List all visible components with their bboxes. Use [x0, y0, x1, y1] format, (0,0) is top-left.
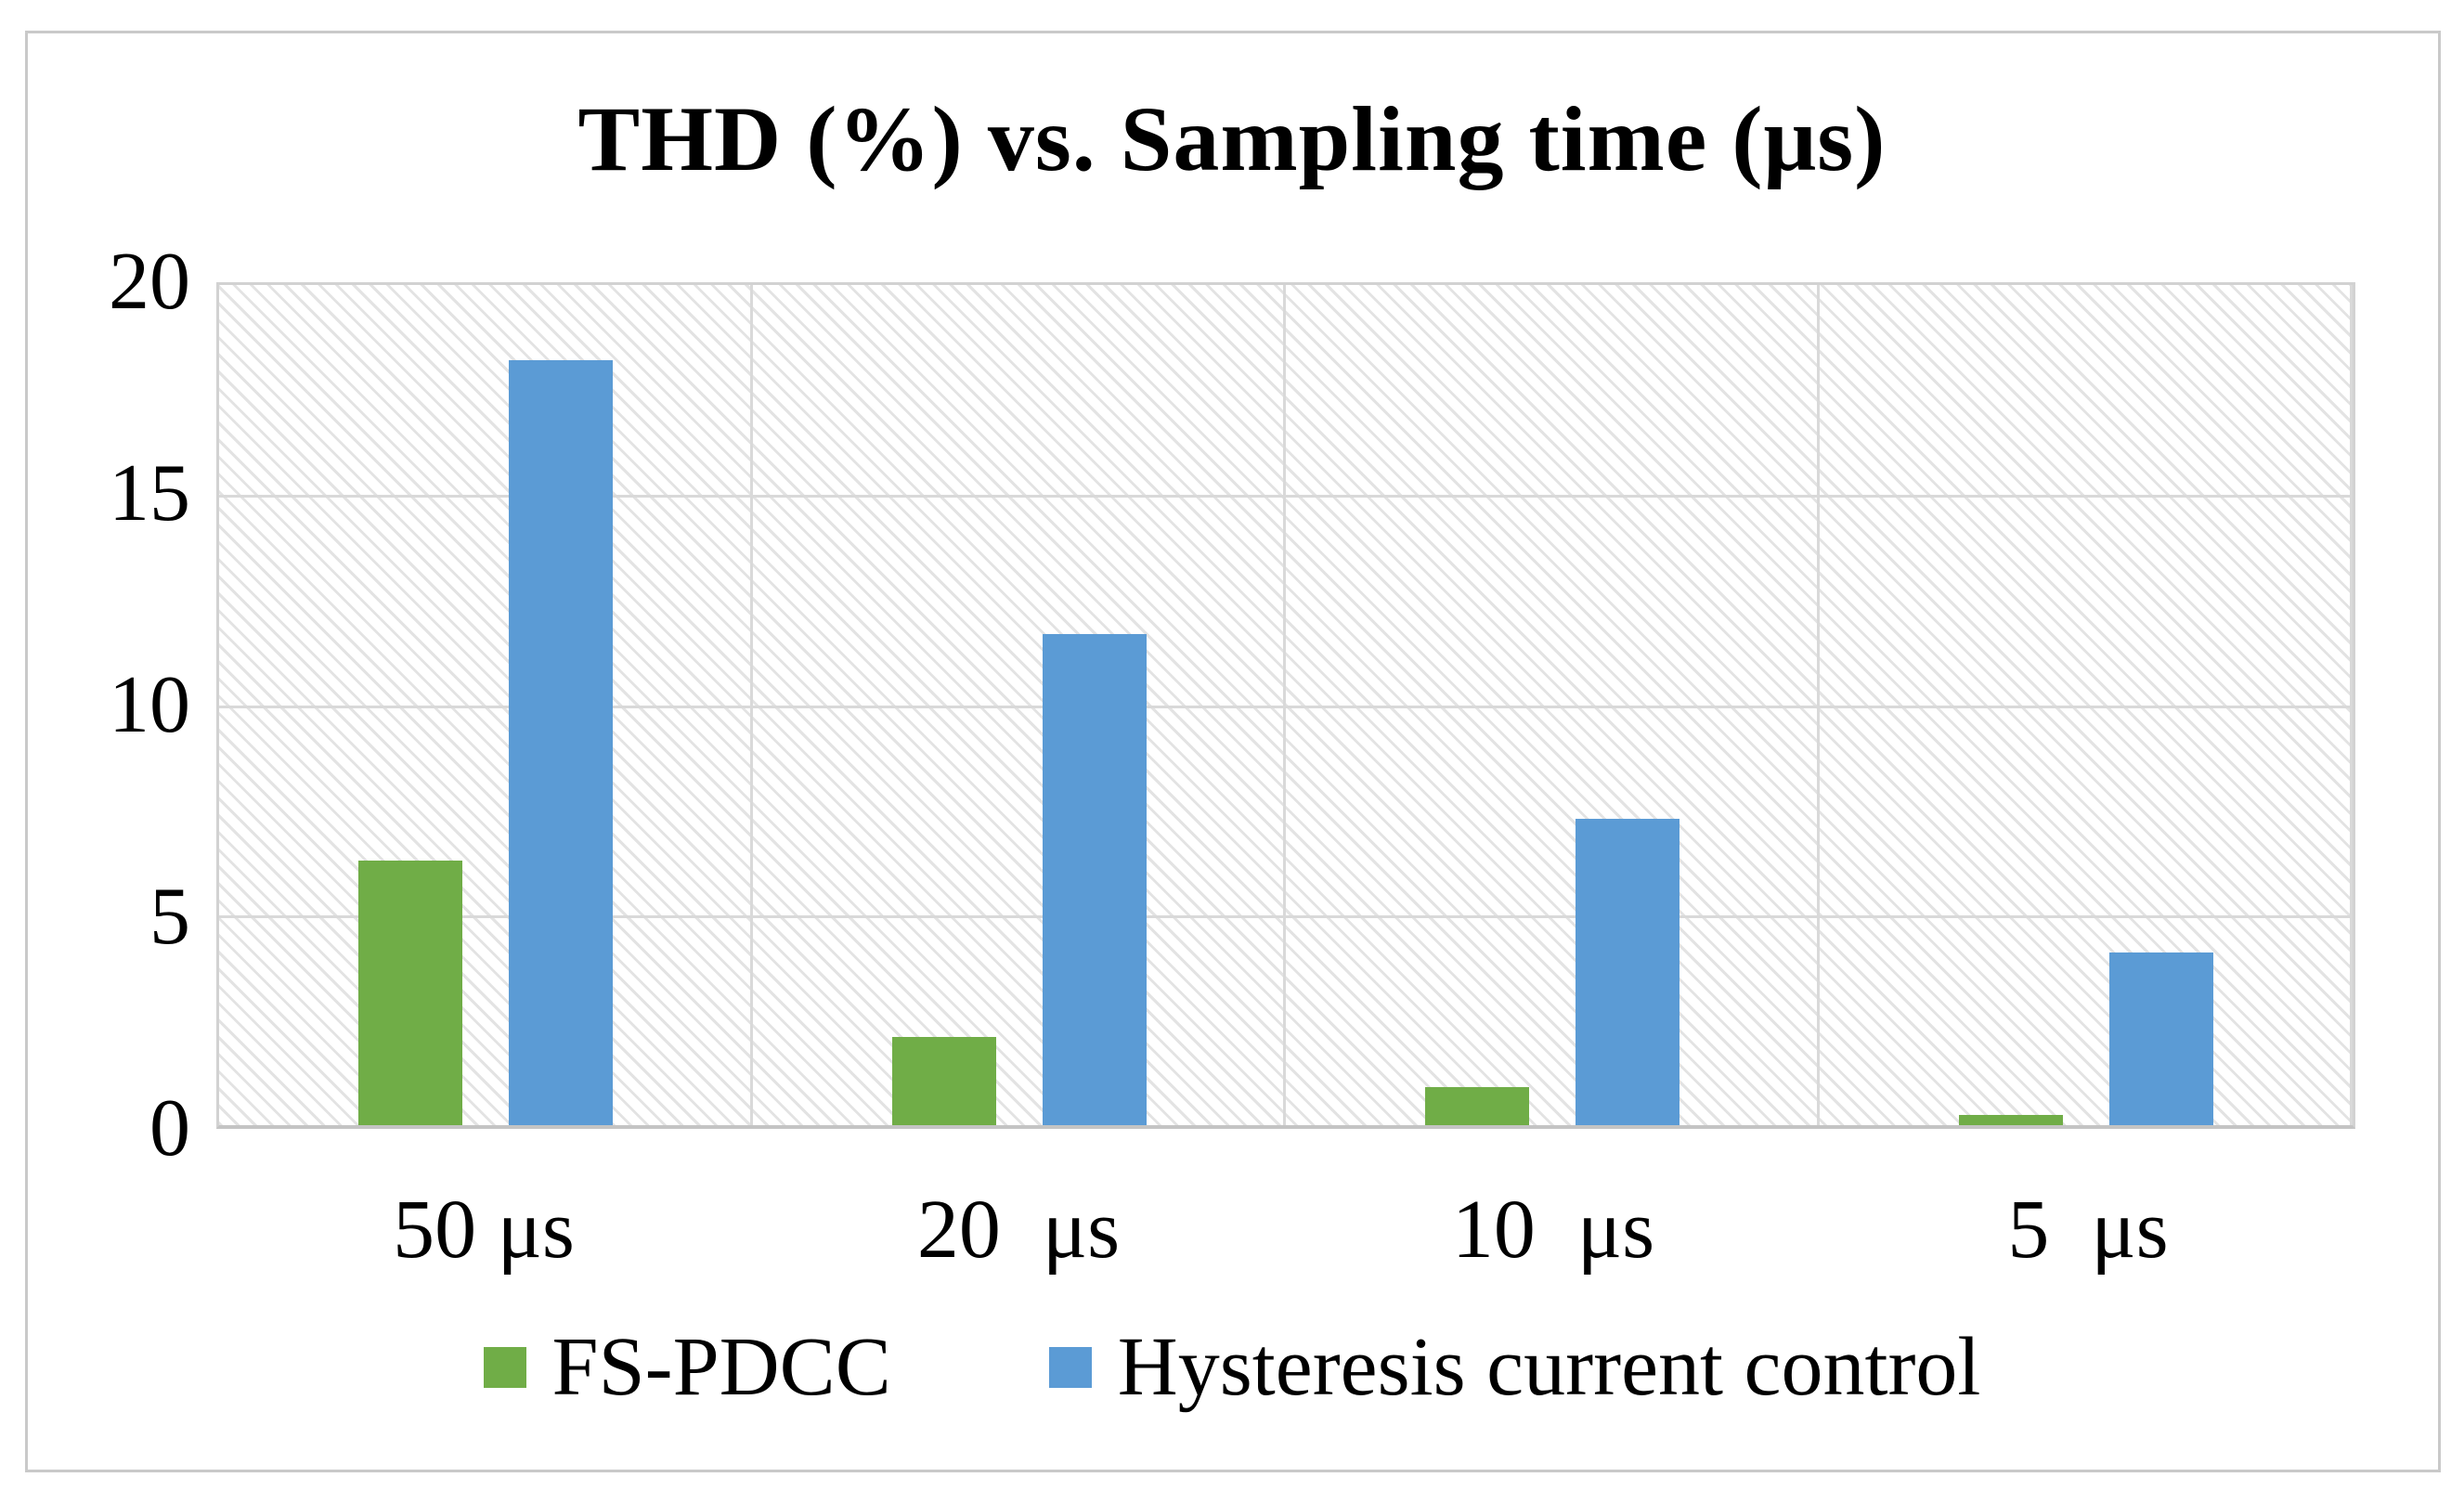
x-tick-label: 20 μs: [916, 1184, 1121, 1276]
bar-fs-pdcc: [1958, 1114, 2063, 1125]
y-tick-label: 15: [109, 448, 190, 538]
y-tick-label: 10: [109, 660, 190, 750]
v-gridline: [1816, 285, 1820, 1125]
category-group: [753, 285, 1287, 1125]
x-axis: 50 μs 20 μs 10 μs 5 μs: [216, 1172, 2355, 1292]
x-tick-label: 10 μs: [1451, 1184, 1655, 1276]
y-tick-label: 20: [109, 237, 190, 327]
bar-hysteresis-current-control: [2108, 952, 2213, 1125]
h-gridline: [219, 495, 2353, 499]
v-gridline: [1283, 285, 1286, 1125]
legend-label: Hysteresis current control: [1117, 1321, 1981, 1413]
bar-hysteresis-current-control: [509, 360, 614, 1125]
v-gridline: [749, 285, 753, 1125]
bar-fs-pdcc: [358, 860, 463, 1125]
bar-fs-pdcc: [891, 1036, 996, 1125]
x-tick-label: 5 μs: [2007, 1184, 2169, 1276]
legend: FS-PDCC Hysteresis current control: [0, 1326, 2464, 1409]
bar-hysteresis-current-control: [1576, 818, 1680, 1125]
category-group: [1286, 285, 1820, 1125]
y-axis: 20 15 10 5 0: [28, 241, 190, 1170]
y-tick-label: 5: [149, 872, 190, 962]
legend-item: Hysteresis current control: [1048, 1321, 1981, 1413]
chart-title: THD (%) vs. Sampling time (μs): [577, 87, 1887, 190]
legend-label: FS-PDCC: [551, 1321, 891, 1413]
category-group: [1820, 285, 2354, 1125]
legend-swatch-icon: [483, 1347, 526, 1388]
category-group: [219, 285, 753, 1125]
h-gridline: [219, 705, 2353, 708]
h-gridline: [219, 914, 2353, 918]
bar-hysteresis-current-control: [1042, 633, 1147, 1125]
x-tick-label: 50 μs: [393, 1184, 575, 1276]
legend-swatch-icon: [1048, 1347, 1092, 1388]
y-tick-label: 0: [149, 1083, 190, 1173]
bar-fs-pdcc: [1425, 1087, 1530, 1125]
legend-item: FS-PDCC: [483, 1321, 891, 1413]
plot-area: [216, 282, 2355, 1129]
v-gridline: [2350, 285, 2353, 1125]
